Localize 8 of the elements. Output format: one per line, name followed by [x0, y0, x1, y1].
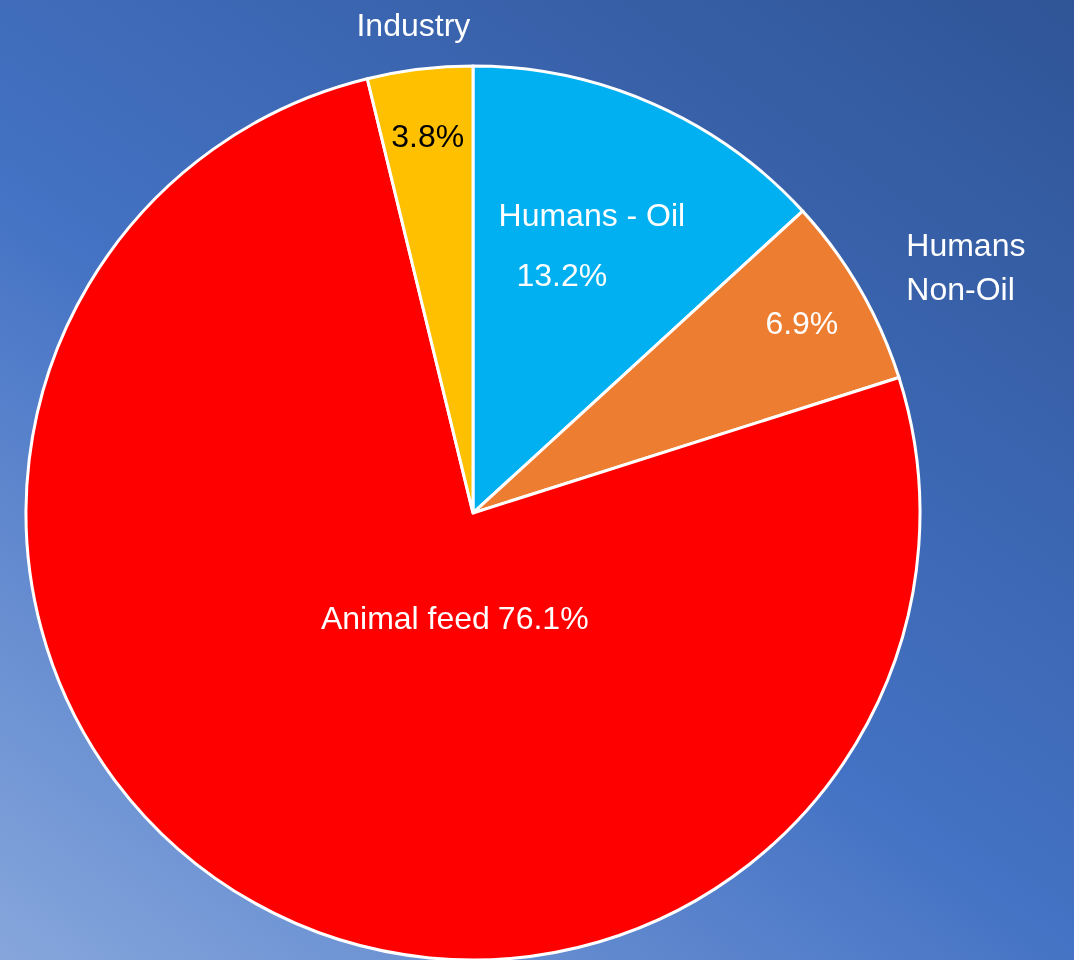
slice-label: Industry — [356, 6, 471, 43]
data-label: 76.1% — [497, 600, 589, 637]
data-label: 6.9% — [765, 304, 839, 341]
data-label: 3.8% — [391, 117, 465, 154]
data-label: 13.2% — [516, 256, 608, 293]
slice-label: Humans Non-Oil — [906, 226, 1026, 307]
slice-label: Humans - Oil — [498, 196, 686, 233]
slice-label: Animal feed — [320, 600, 490, 637]
